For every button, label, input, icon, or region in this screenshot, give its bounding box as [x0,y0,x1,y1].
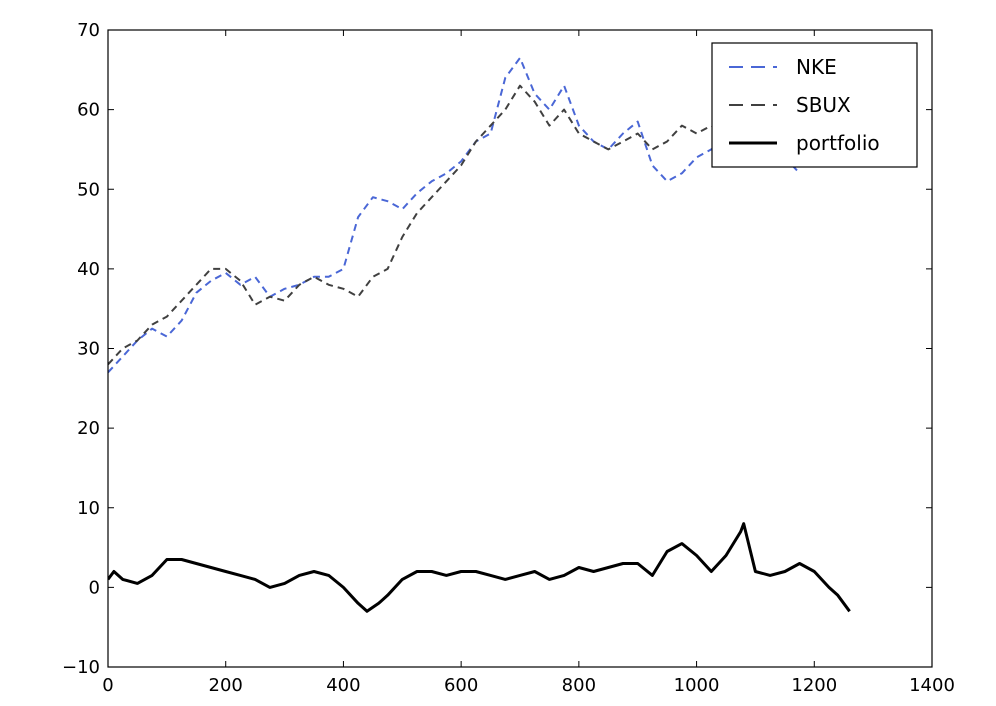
x-tick-label: 1000 [674,675,720,696]
y-tick-label: 50 [77,179,100,200]
series-line-nke [108,56,801,374]
series-line-sbux [108,84,742,366]
x-tick-label: 400 [326,675,360,696]
y-tick-label: 40 [77,259,100,280]
legend-label-portfolio: portfolio [796,131,880,155]
series-group [108,56,851,613]
x-tick-label: 200 [209,675,243,696]
y-tick-label: −10 [62,657,100,678]
x-tick-label: 800 [562,675,596,696]
legend-label-sbux: SBUX [796,93,851,117]
x-tick-label: 0 [102,675,113,696]
y-tick-label: 0 [89,577,100,598]
y-tick-label: 30 [77,339,100,360]
x-tick-label: 1200 [791,675,837,696]
y-tick-label: 10 [77,498,100,519]
axes: 0 200 400 600 800 1000 1200 1400−10010203040506… [62,20,955,696]
y-tick-label: 70 [77,20,100,41]
legend: NKE SBUX portfolio [711,42,918,168]
series-line-portfolio [108,522,851,613]
x-tick-label: 600 [444,675,478,696]
legend-label-nke: NKE [796,55,837,79]
x-tick-label: 1400 [909,675,955,696]
y-tick-label: 20 [77,418,100,439]
y-tick-label: 60 [77,100,100,121]
plot-area [108,56,851,613]
legend-box [711,42,918,168]
